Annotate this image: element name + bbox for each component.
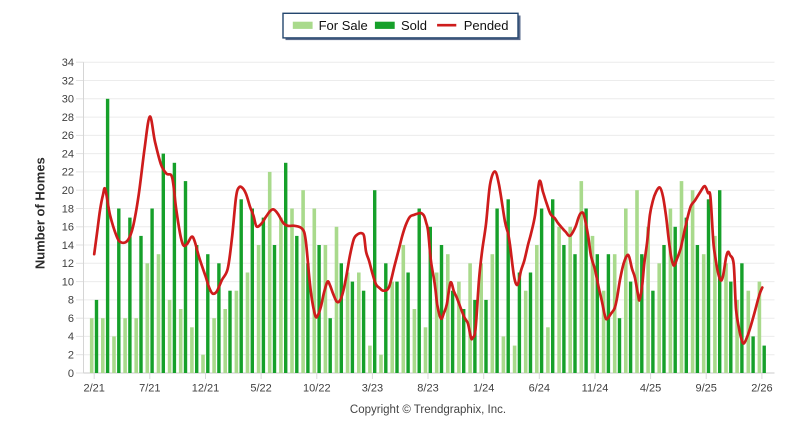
svg-text:28: 28: [62, 112, 74, 124]
svg-text:34: 34: [62, 57, 74, 69]
svg-text:22: 22: [62, 167, 74, 179]
svg-text:6: 6: [68, 313, 74, 325]
svg-text:20: 20: [62, 185, 74, 197]
svg-text:30: 30: [62, 94, 74, 106]
svg-text:2/26: 2/26: [751, 383, 772, 395]
svg-text:8/23: 8/23: [417, 383, 438, 395]
svg-text:Sold: Sold: [401, 18, 427, 33]
svg-text:6/24: 6/24: [529, 383, 550, 395]
svg-text:26: 26: [62, 130, 74, 142]
svg-text:5/22: 5/22: [250, 383, 271, 395]
svg-text:0: 0: [68, 368, 74, 380]
svg-text:11/24: 11/24: [582, 383, 609, 395]
svg-text:24: 24: [62, 148, 74, 160]
svg-text:3/23: 3/23: [362, 383, 383, 395]
svg-text:32: 32: [62, 75, 74, 87]
svg-text:12/21: 12/21: [192, 383, 220, 395]
svg-text:2: 2: [68, 350, 74, 362]
svg-text:14: 14: [62, 240, 74, 252]
svg-text:4: 4: [68, 331, 74, 343]
svg-text:For Sale: For Sale: [319, 18, 368, 33]
svg-text:9/25: 9/25: [695, 383, 716, 395]
svg-text:Copyright © Trendgraphix, Inc.: Copyright © Trendgraphix, Inc.: [350, 404, 506, 416]
svg-text:10/22: 10/22: [303, 383, 331, 395]
svg-text:18: 18: [62, 203, 74, 215]
svg-text:12: 12: [62, 258, 74, 270]
svg-text:10: 10: [62, 276, 74, 288]
svg-text:7/21: 7/21: [139, 383, 160, 395]
svg-text:2/21: 2/21: [83, 383, 104, 395]
svg-text:8: 8: [68, 295, 74, 307]
svg-text:4/25: 4/25: [640, 383, 661, 395]
svg-text:16: 16: [62, 222, 74, 234]
svg-text:Number of Homes: Number of Homes: [33, 157, 48, 269]
svg-text:1/24: 1/24: [473, 383, 494, 395]
svg-text:Pended: Pended: [464, 18, 509, 33]
